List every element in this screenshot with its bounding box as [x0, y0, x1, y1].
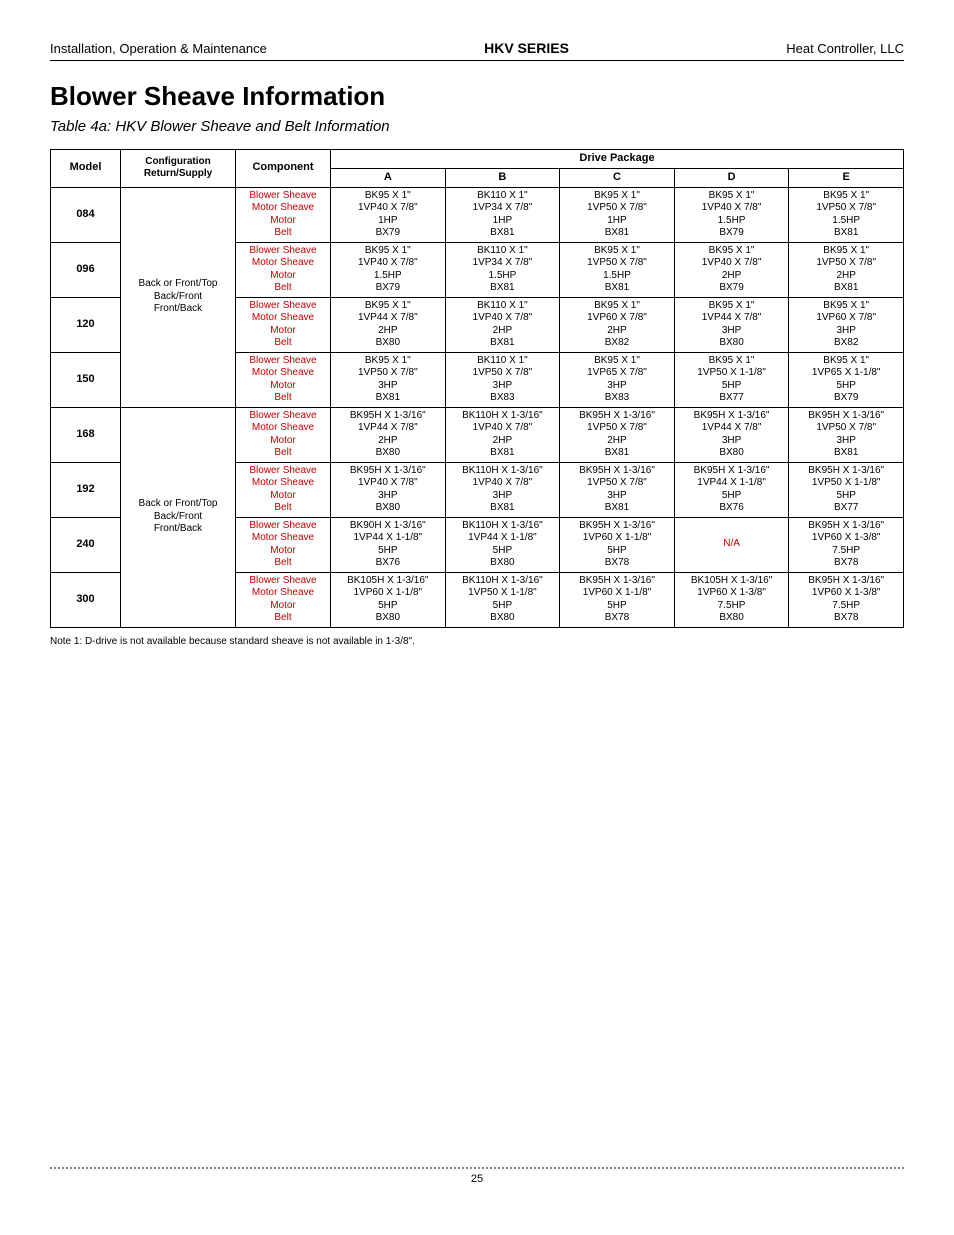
col-pkg-a: A: [331, 168, 446, 187]
table-cell: Blower SheaveMotor SheaveMotorBelt: [236, 572, 331, 627]
table-cell: BK110 X 1"1VP40 X 7/8"2HPBX81: [445, 297, 560, 352]
model-cell: 120: [51, 297, 121, 352]
header-left: Installation, Operation & Maintenance: [50, 41, 267, 56]
table-cell: BK95 X 1"1VP65 X 7/8"3HPBX83: [560, 352, 675, 407]
table-cell: BK110H X 1-3/16"1VP40 X 7/8"2HPBX81: [445, 407, 560, 462]
table-cell: BK95H X 1-3/16"1VP40 X 7/8"3HPBX80: [331, 462, 446, 517]
table-cell: BK90H X 1-3/16"1VP44 X 1-1/8"5HPBX76: [331, 517, 446, 572]
table-cell: BK95H X 1-3/16"1VP50 X 7/8"3HPBX81: [560, 462, 675, 517]
table-cell: BK95 X 1"1VP50 X 7/8"3HPBX81: [331, 352, 446, 407]
table-cell: Blower SheaveMotor SheaveMotorBelt: [236, 242, 331, 297]
config-cell: Back or Front/TopBack/FrontFront/Back: [121, 187, 236, 407]
page-title: Blower Sheave Information: [50, 81, 904, 112]
table-cell: BK110 X 1"1VP34 X 7/8"1.5HPBX81: [445, 242, 560, 297]
model-cell: 168: [51, 407, 121, 462]
table-cell: BK95 X 1"1VP40 X 7/8"1.5HPBX79: [674, 187, 789, 242]
table-cell: BK95 X 1"1VP44 X 7/8"2HPBX80: [331, 297, 446, 352]
col-pkg-e: E: [789, 168, 904, 187]
model-cell: 096: [51, 242, 121, 297]
model-cell: 300: [51, 572, 121, 627]
header-center: HKV SERIES: [484, 40, 569, 56]
table-cell: BK110H X 1-3/16"1VP40 X 7/8"3HPBX81: [445, 462, 560, 517]
table-cell: BK95 X 1"1VP50 X 7/8"1.5HPBX81: [789, 187, 904, 242]
col-pkg-c: C: [560, 168, 675, 187]
table-note: Note 1: D-drive is not available because…: [50, 636, 904, 647]
table-cell: BK95 X 1"1VP44 X 7/8"3HPBX80: [674, 297, 789, 352]
model-cell: 192: [51, 462, 121, 517]
table-cell: BK110 X 1"1VP34 X 7/8"1HPBX81: [445, 187, 560, 242]
table-cell: BK105H X 1-3/16"1VP60 X 1-3/8"7.5HPBX80: [674, 572, 789, 627]
table-cell: BK110H X 1-3/16"1VP44 X 1-1/8"5HPBX80: [445, 517, 560, 572]
table-cell: BK95 X 1"1VP60 X 7/8"2HPBX82: [560, 297, 675, 352]
table-cell: BK95H X 1-3/16"1VP44 X 1-1/8"5HPBX76: [674, 462, 789, 517]
page-footer: 25: [50, 1167, 904, 1185]
table-cell: Blower SheaveMotor SheaveMotorBelt: [236, 187, 331, 242]
header-right: Heat Controller, LLC: [786, 41, 904, 56]
col-pkg-d: D: [674, 168, 789, 187]
col-drive-package: Drive Package: [331, 150, 904, 169]
table-cell: Blower SheaveMotor SheaveMotorBelt: [236, 352, 331, 407]
model-cell: 150: [51, 352, 121, 407]
header-rule: [50, 60, 904, 61]
table-cell: Blower SheaveMotor SheaveMotorBelt: [236, 407, 331, 462]
table-cell: N/A: [674, 517, 789, 572]
table-cell: BK110H X 1-3/16"1VP50 X 1-1/8"5HPBX80: [445, 572, 560, 627]
footer-dots: [50, 1167, 904, 1169]
table-cell: BK95 X 1"1VP40 X 7/8"1.5HPBX79: [331, 242, 446, 297]
table-cell: BK95 X 1"1VP40 X 7/8"1HPBX79: [331, 187, 446, 242]
col-component: Component: [236, 150, 331, 188]
table-cell: BK95 X 1"1VP50 X 7/8"2HPBX81: [789, 242, 904, 297]
table-cell: BK95 X 1"1VP60 X 7/8"3HPBX82: [789, 297, 904, 352]
table-cell: BK95 X 1"1VP65 X 1-1/8"5HPBX79: [789, 352, 904, 407]
table-cell: BK95H X 1-3/16"1VP60 X 1-3/8"7.5HPBX78: [789, 572, 904, 627]
table-cell: BK95H X 1-3/16"1VP50 X 1-1/8"5HPBX77: [789, 462, 904, 517]
table-cell: Blower SheaveMotor SheaveMotorBelt: [236, 517, 331, 572]
page-header: Installation, Operation & Maintenance HK…: [50, 40, 904, 56]
table-cell: BK95H X 1-3/16"1VP60 X 1-1/8"5HPBX78: [560, 517, 675, 572]
table-cell: BK95H X 1-3/16"1VP60 X 1-1/8"5HPBX78: [560, 572, 675, 627]
table-cell: BK95H X 1-3/16"1VP50 X 7/8"2HPBX81: [560, 407, 675, 462]
table-cell: BK95 X 1"1VP50 X 7/8"1HPBX81: [560, 187, 675, 242]
table-cell: BK110 X 1"1VP50 X 7/8"3HPBX83: [445, 352, 560, 407]
table-caption: Table 4a: HKV Blower Sheave and Belt Inf…: [50, 118, 904, 135]
table-cell: BK95H X 1-3/16"1VP44 X 7/8"3HPBX80: [674, 407, 789, 462]
table-cell: BK95 X 1"1VP50 X 1-1/8"5HPBX77: [674, 352, 789, 407]
table-cell: BK95H X 1-3/16"1VP60 X 1-3/8"7.5HPBX78: [789, 517, 904, 572]
model-cell: 240: [51, 517, 121, 572]
table-cell: BK95H X 1-3/16"1VP50 X 7/8"3HPBX81: [789, 407, 904, 462]
config-cell: Back or Front/TopBack/FrontFront/Back: [121, 407, 236, 627]
table-cell: Blower SheaveMotor SheaveMotorBelt: [236, 297, 331, 352]
table-cell: BK95 X 1"1VP50 X 7/8"1.5HPBX81: [560, 242, 675, 297]
table-row: 084Back or Front/TopBack/FrontFront/Back…: [51, 187, 904, 242]
page-number: 25: [471, 1173, 483, 1185]
col-pkg-b: B: [445, 168, 560, 187]
col-config: Configuration Return/Supply: [121, 150, 236, 188]
table-cell: Blower SheaveMotor SheaveMotorBelt: [236, 462, 331, 517]
table-row: 168Back or Front/TopBack/FrontFront/Back…: [51, 407, 904, 462]
col-model: Model: [51, 150, 121, 188]
table-cell: BK95H X 1-3/16"1VP44 X 7/8"2HPBX80: [331, 407, 446, 462]
table-cell: BK95 X 1"1VP40 X 7/8"2HPBX79: [674, 242, 789, 297]
blower-sheave-table: Model Configuration Return/Supply Compon…: [50, 149, 904, 628]
table-cell: BK105H X 1-3/16"1VP60 X 1-1/8"5HPBX80: [331, 572, 446, 627]
model-cell: 084: [51, 187, 121, 242]
